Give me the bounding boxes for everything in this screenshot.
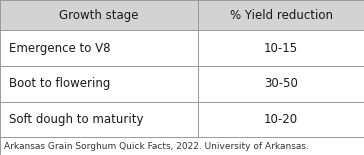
Bar [0, 137, 364, 155]
Text: Emergence to V8: Emergence to V8 [9, 42, 111, 55]
Bar [198, 0, 364, 30]
Bar [198, 30, 364, 66]
Bar [0, 30, 198, 66]
Text: 30-50: 30-50 [264, 77, 298, 90]
Bar [0, 0, 198, 30]
Text: Growth stage: Growth stage [59, 9, 139, 22]
Text: Arkansas Grain Sorghum Quick Facts, 2022. University of Arkansas.: Arkansas Grain Sorghum Quick Facts, 2022… [4, 142, 309, 151]
Text: 10-20: 10-20 [264, 113, 298, 126]
Bar [0, 102, 198, 137]
Bar [198, 102, 364, 137]
Text: 10-15: 10-15 [264, 42, 298, 55]
Text: % Yield reduction: % Yield reduction [230, 9, 333, 22]
Text: Boot to flowering: Boot to flowering [9, 77, 111, 90]
Bar [0, 66, 198, 102]
Text: Soft dough to maturity: Soft dough to maturity [9, 113, 144, 126]
Bar [198, 66, 364, 102]
